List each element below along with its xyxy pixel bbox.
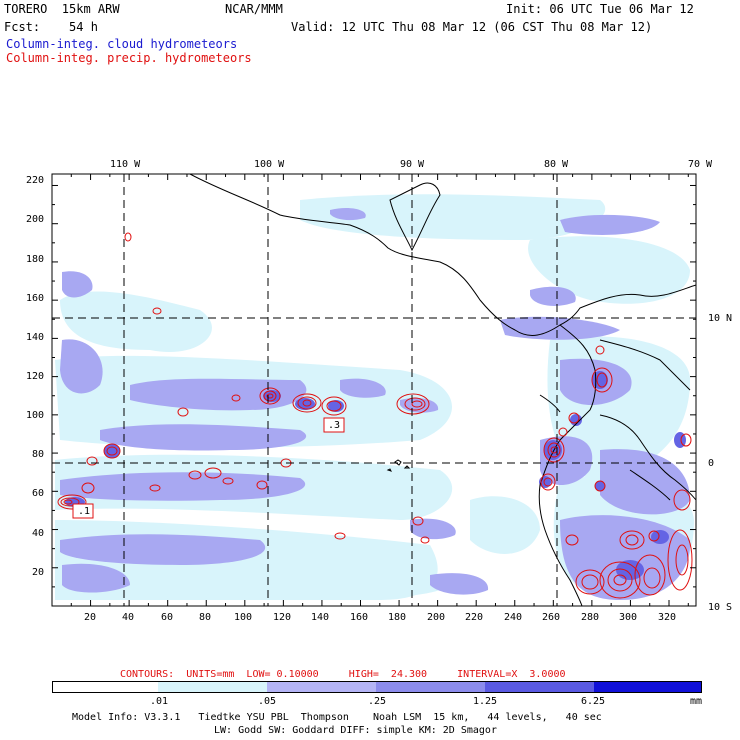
y-tick-label: 160 bbox=[26, 293, 45, 304]
lat-label-10s: 10 S bbox=[708, 602, 733, 613]
x-tick-label: 40 bbox=[122, 612, 135, 623]
init-time: Init: 06 UTC Tue 06 Mar 12 bbox=[506, 2, 694, 16]
colorbar-level: 6.25 bbox=[581, 696, 606, 707]
x-tick-label: 160 bbox=[350, 612, 369, 623]
precip-contours bbox=[57, 232, 693, 599]
lat-label-10n: 10 N bbox=[708, 313, 733, 324]
x-tick-label: 140 bbox=[311, 612, 330, 623]
lon-label-100w: 100 W bbox=[254, 159, 285, 170]
colorbar-bin bbox=[267, 681, 376, 693]
colorbar-level: .05 bbox=[258, 696, 277, 707]
contours-info: CONTOURS: UNITS=mm LOW= 0.10000 HIGH= 24… bbox=[120, 669, 566, 680]
x-tick-label: 320 bbox=[658, 612, 677, 623]
lat-lon-grid bbox=[52, 174, 696, 606]
y-tick-label: 120 bbox=[26, 371, 45, 382]
colorbar-bin bbox=[594, 681, 702, 693]
colorbar-bin bbox=[158, 681, 267, 693]
contour-label-text: .3 bbox=[328, 420, 341, 431]
model-name: TORERO 15km ARW bbox=[4, 2, 120, 16]
x-tick-marks bbox=[70, 174, 689, 606]
colorbar-bin bbox=[376, 681, 485, 693]
y-tick-label: 60 bbox=[32, 488, 45, 499]
lon-label-80w: 80 W bbox=[544, 159, 569, 170]
model-info-line-1: Model Info: V3.3.1 Tiedtke YSU PBL Thomp… bbox=[72, 712, 602, 723]
x-tick-label: 20 bbox=[84, 612, 97, 623]
coastlines bbox=[189, 174, 696, 606]
y-tick-label: 200 bbox=[26, 214, 45, 225]
model-info-line-2: LW: Godd SW: Goddard DIFF: simple KM: 2D… bbox=[214, 725, 497, 736]
plot-frame bbox=[51, 173, 697, 607]
cloud-field-title: Column-integ. cloud hydrometeors bbox=[6, 37, 238, 51]
cloud-shading bbox=[55, 194, 694, 600]
lon-label-90w: 90 W bbox=[400, 159, 425, 170]
y-tick-label: 220 bbox=[26, 175, 45, 186]
x-tick-label: 80 bbox=[199, 612, 212, 623]
contour-labels bbox=[72, 417, 345, 519]
x-tick-label: 280 bbox=[581, 612, 600, 623]
x-tick-label: 180 bbox=[388, 612, 407, 623]
colorbar-bin bbox=[52, 681, 158, 693]
y-tick-label: 40 bbox=[32, 528, 45, 539]
x-tick-label: 60 bbox=[161, 612, 174, 623]
y-tick-label: 20 bbox=[32, 567, 45, 578]
y-tick-marks bbox=[52, 184, 696, 588]
x-tick-label: 300 bbox=[619, 612, 638, 623]
contour-label-text: .1 bbox=[78, 506, 91, 517]
x-tick-label: 260 bbox=[542, 612, 561, 623]
colorbar-level: .25 bbox=[368, 696, 387, 707]
y-tick-label: 100 bbox=[26, 410, 45, 421]
x-tick-label: 200 bbox=[427, 612, 446, 623]
organization: NCAR/MMM bbox=[225, 2, 283, 16]
colorbar-level: .01 bbox=[150, 696, 169, 707]
forecast-hour: Fcst: 54 h bbox=[4, 20, 98, 34]
lat-label-0: 0 bbox=[708, 458, 715, 469]
x-tick-label: 120 bbox=[273, 612, 292, 623]
y-tick-label: 140 bbox=[26, 332, 45, 343]
lon-label-70w: 70 W bbox=[688, 159, 713, 170]
valid-time: Valid: 12 UTC Thu 08 Mar 12 (06 CST Thu … bbox=[291, 20, 653, 34]
lon-label-110w: 110 W bbox=[110, 159, 141, 170]
precip-field-title: Column-integ. precip. hydrometeors bbox=[6, 51, 252, 65]
x-tick-label: 100 bbox=[234, 612, 253, 623]
y-tick-label: 80 bbox=[32, 449, 45, 460]
colorbar-units: mm bbox=[690, 696, 703, 707]
y-tick-label: 180 bbox=[26, 254, 45, 265]
colorbar-bin bbox=[485, 681, 594, 693]
x-tick-label: 220 bbox=[465, 612, 484, 623]
colorbar-level: 1.25 bbox=[473, 696, 498, 707]
x-tick-label: 240 bbox=[504, 612, 523, 623]
